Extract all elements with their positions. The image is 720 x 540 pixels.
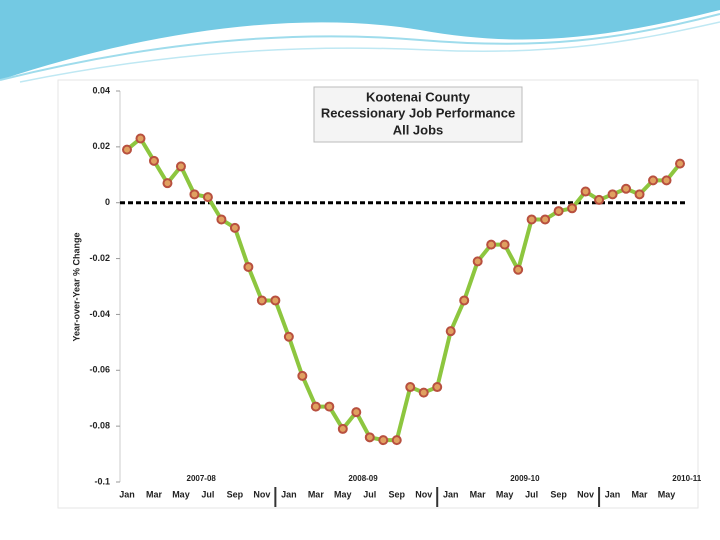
chart-title: Recessionary Job Performance: [321, 105, 515, 120]
data-point: [634, 189, 645, 200]
data-point: [256, 295, 267, 306]
data-point: [445, 326, 456, 337]
x-tick-label: May: [334, 489, 352, 499]
data-point: [189, 189, 200, 200]
x-tick-label: Nov: [253, 489, 270, 499]
x-tick-label: Jan: [281, 489, 297, 499]
data-point: [580, 186, 591, 197]
data-point: [364, 432, 375, 443]
data-point: [297, 370, 308, 381]
data-point: [162, 178, 173, 189]
x-tick-label: Nov: [577, 489, 594, 499]
header-swoosh: [0, 0, 720, 83]
data-point: [418, 387, 429, 398]
chart-panel: [57, 79, 699, 509]
data-point: [337, 423, 348, 434]
y-tick-label: -0.06: [89, 365, 110, 375]
x-tick-label: Sep: [388, 489, 405, 499]
x-tick-label: Nov: [415, 489, 432, 499]
data-point: [621, 183, 632, 194]
fiscal-year-label: 2009-10: [510, 474, 540, 483]
data-point: [391, 435, 402, 446]
y-tick-label: 0: [105, 197, 110, 207]
data-point: [351, 407, 362, 418]
x-tick-label: May: [658, 489, 676, 499]
y-tick-label: 0.04: [92, 85, 110, 95]
fiscal-year-label: 2008-09: [348, 474, 378, 483]
y-tick-label: -0.1: [94, 476, 110, 486]
data-point: [216, 214, 227, 225]
x-tick-label: Mar: [632, 489, 649, 499]
data-point: [607, 189, 618, 200]
data-point: [175, 161, 186, 172]
y-tick-label: 0.02: [92, 141, 110, 151]
data-point: [378, 435, 389, 446]
data-point: [148, 155, 159, 166]
data-point: [540, 214, 551, 225]
data-point: [270, 295, 281, 306]
data-point: [675, 158, 685, 169]
data-point: [135, 133, 146, 144]
title-box: [313, 86, 523, 143]
y-tick-label: -0.08: [89, 421, 110, 431]
data-point: [648, 175, 659, 186]
x-tick-label: Jan: [119, 489, 135, 499]
chart-title: All Jobs: [393, 122, 444, 137]
data-point: [122, 144, 132, 155]
x-tick-label: Sep: [550, 489, 567, 499]
data-point: [594, 194, 605, 205]
data-point: [553, 206, 564, 217]
x-tick-label: Jul: [363, 489, 376, 499]
y-axis-label: Year-over-Year % Change: [71, 232, 81, 341]
chart-title: Kootenai County: [366, 89, 471, 104]
x-tick-label: May: [496, 489, 514, 499]
data-point: [567, 203, 578, 214]
x-tick-label: Mar: [470, 489, 487, 499]
fiscal-year-label: 2007-08: [187, 474, 217, 483]
data-point: [405, 382, 416, 393]
data-point: [432, 382, 443, 393]
data-point: [499, 239, 510, 250]
data-point: [459, 295, 470, 306]
x-tick-label: Sep: [227, 489, 244, 499]
data-point: [661, 175, 672, 186]
x-tick-label: Jan: [443, 489, 459, 499]
data-point: [202, 192, 213, 203]
data-point: [513, 264, 524, 275]
fiscal-year-label: 2010-11: [672, 474, 701, 483]
data-point: [324, 401, 335, 412]
x-tick-label: Mar: [146, 489, 163, 499]
data-point: [486, 239, 497, 250]
y-tick-label: -0.04: [89, 309, 110, 319]
x-tick-label: Mar: [308, 489, 325, 499]
data-point: [283, 331, 294, 342]
x-tick-label: Jul: [525, 489, 538, 499]
y-tick-label: -0.02: [89, 253, 110, 263]
data-point: [310, 401, 321, 412]
data-point: [526, 214, 537, 225]
x-tick-label: May: [172, 489, 190, 499]
x-tick-label: Jan: [605, 489, 621, 499]
data-point: [243, 261, 254, 272]
data-point: [229, 222, 240, 233]
data-point: [472, 256, 483, 267]
x-tick-label: Jul: [201, 489, 214, 499]
